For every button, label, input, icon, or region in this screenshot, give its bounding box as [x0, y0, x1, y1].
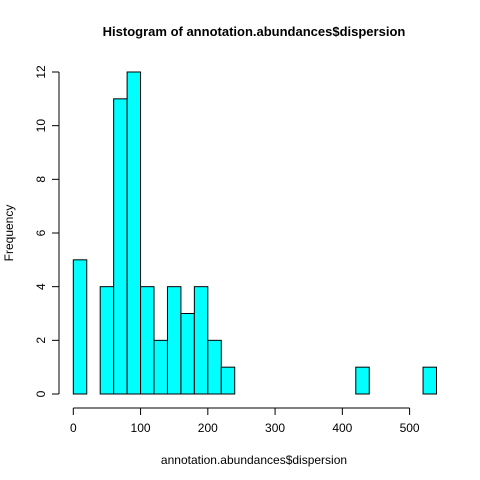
histogram-bar: [99, 286, 115, 395]
histogram-bar: [355, 366, 370, 395]
y-axis: 0 2 4 6 8 10 12: [34, 65, 60, 397]
y-tick-label: 12: [34, 65, 48, 79]
histogram-bar: [180, 313, 195, 395]
x-tick-label: 100: [131, 421, 151, 435]
histogram-bar: [207, 339, 222, 395]
histogram-bar: [140, 286, 155, 395]
histogram-bar: [113, 98, 128, 395]
histogram-bar: [126, 71, 142, 395]
y-tick-label: 6: [34, 229, 48, 236]
y-tick-label: 0: [34, 390, 48, 397]
histogram-bar: [72, 259, 88, 395]
x-tick-label: 400: [332, 421, 352, 435]
x-tick-label: 500: [400, 421, 420, 435]
x-axis-label: annotation.abundances$dispersion: [161, 453, 347, 467]
x-axis: 0 100 200 300 400 500: [70, 407, 420, 435]
histogram-bar: [166, 286, 182, 395]
y-tick-label: 4: [34, 283, 48, 290]
histogram-bar: [153, 339, 168, 395]
x-tick-label: 0: [70, 421, 77, 435]
y-axis-label: Frequency: [2, 205, 16, 262]
y-tick-label: 2: [34, 337, 48, 344]
histogram-bar: [193, 286, 209, 395]
x-tick-label: 200: [198, 421, 218, 435]
x-tick-label: 300: [265, 421, 285, 435]
histogram-bar: [220, 366, 236, 395]
y-tick-label: 10: [34, 119, 48, 133]
chart-title: Histogram of annotation.abundances$dispe…: [103, 24, 406, 39]
histogram-bars: [72, 71, 438, 395]
histogram-bar: [422, 366, 438, 395]
y-tick-label: 8: [34, 176, 48, 183]
